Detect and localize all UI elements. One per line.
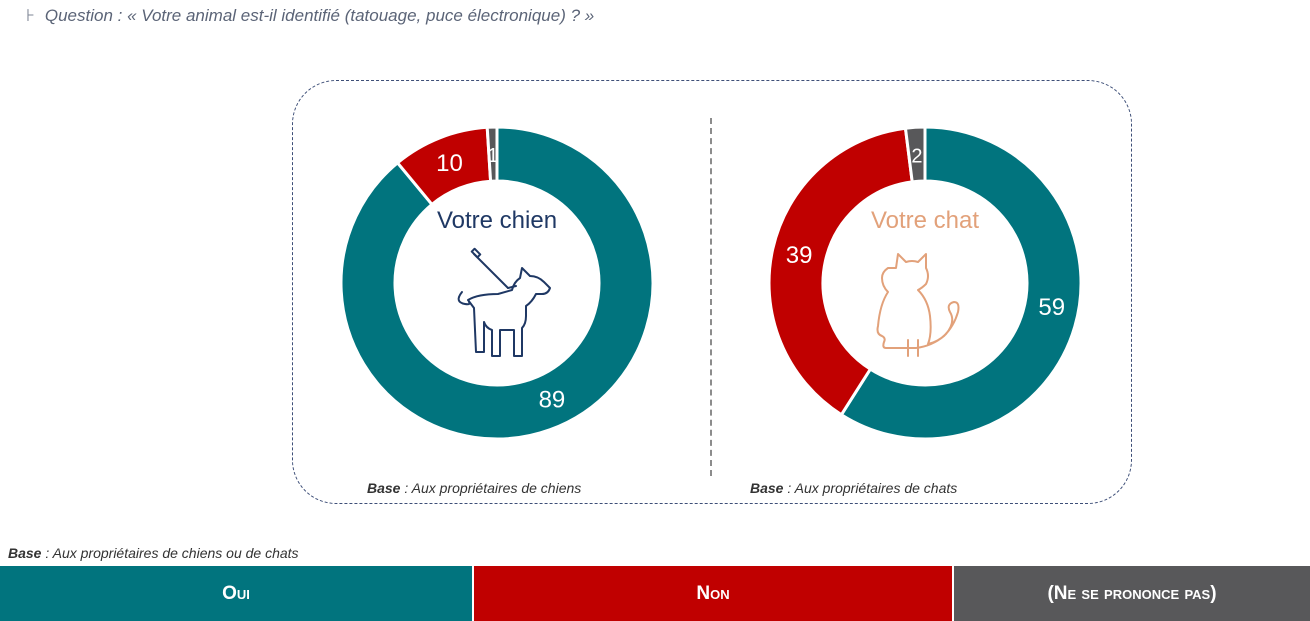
legend-item-non: Non	[474, 566, 952, 621]
slice-cat-oui	[839, 125, 1083, 441]
legend-item-nsp: (Ne se prononce pas)	[954, 566, 1310, 621]
data-label-dog-nsp: 1	[487, 145, 498, 167]
data-label-cat-nsp: 2	[911, 145, 922, 167]
donut-dog: 89 10 1 Votre chien	[339, 125, 655, 441]
slice-cat-non	[767, 126, 914, 417]
dog-on-leash-icon	[457, 247, 551, 357]
legend-item-oui: Oui	[0, 566, 472, 621]
legend-separator	[952, 566, 954, 621]
legend-label-oui: Oui	[222, 582, 250, 604]
data-label-cat-non: 39	[786, 242, 813, 269]
base-note-dogs: Base : Aux propriétaires de chiens	[367, 480, 581, 496]
panel-divider	[710, 118, 712, 476]
data-label-cat-oui: 59	[1038, 294, 1065, 321]
donut-charts: 59 39 2 Votre chat 89 10 1 Votre chien	[339, 125, 1083, 441]
question-bullet-icon: ⊦	[26, 6, 35, 25]
charts-panel	[292, 80, 1132, 504]
legend-label-non: Non	[696, 582, 730, 604]
data-label-dog-oui: 89	[539, 387, 566, 414]
base-note-cats-text: : Aux propriétaires de chats	[783, 480, 958, 496]
slice-cat-nsp	[903, 125, 927, 184]
chart-title-cat: Votre chat	[871, 207, 979, 234]
data-label-dog-non: 10	[436, 150, 463, 177]
base-note-footer-label: Base	[8, 545, 42, 561]
legend-label-nsp: (Ne se prononce pas)	[1047, 582, 1217, 604]
cat-icon	[876, 253, 960, 357]
question-text: ⊦ Question : « Votre animal est-il identi…	[26, 6, 594, 26]
question-label: Question : « Votre animal est-il identif…	[44, 6, 595, 25]
legend-separator	[472, 566, 474, 621]
base-note-dogs-label: Base	[367, 480, 401, 496]
base-note-dogs-text: : Aux propriétaires de chiens	[400, 480, 582, 496]
base-note-cats-label: Base	[750, 480, 784, 496]
slice-dog-oui	[339, 125, 655, 441]
base-note-footer: Base : Aux propriétaires de chiens ou de…	[8, 545, 299, 561]
base-note-footer-text: : Aux propriétaires de chiens ou de chat…	[41, 545, 299, 561]
donut-cat: 59 39 2 Votre chat	[767, 125, 1083, 441]
base-note-cats: Base : Aux propriétaires de chats	[750, 480, 957, 496]
slice-dog-nsp	[485, 125, 499, 183]
legend: Oui Non (Ne se prononce pas)	[0, 566, 1310, 621]
chart-title-dog: Votre chien	[437, 207, 557, 234]
